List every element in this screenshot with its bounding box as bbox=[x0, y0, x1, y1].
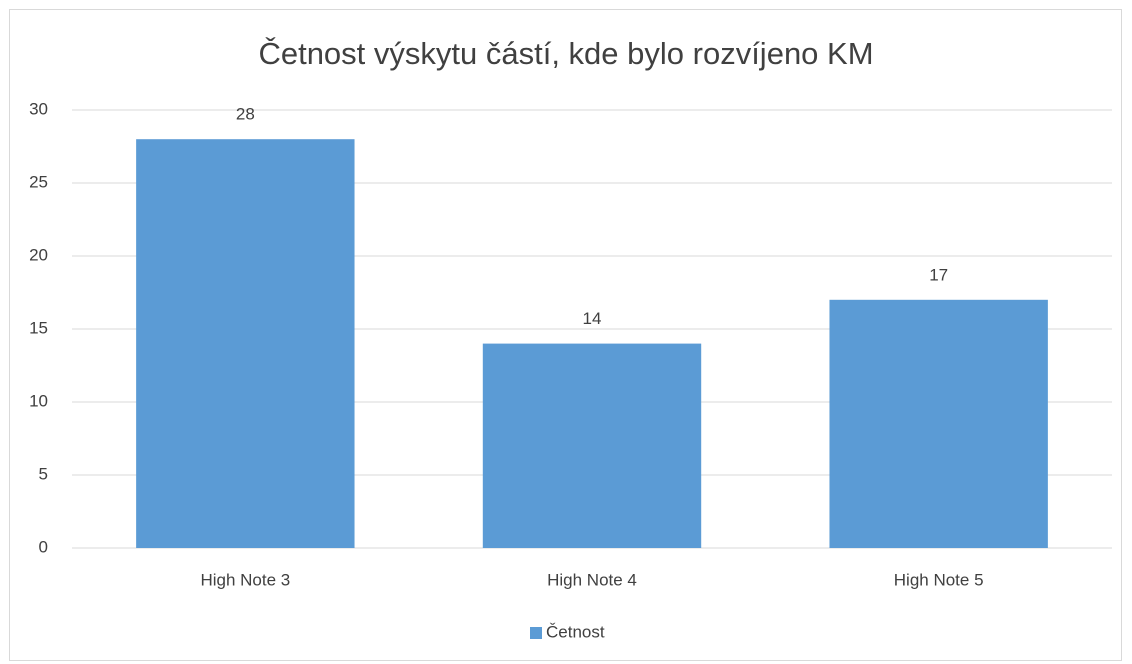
data-label: 28 bbox=[236, 105, 255, 124]
y-tick-label: 15 bbox=[29, 318, 48, 337]
bar bbox=[482, 343, 702, 548]
x-tick-label: High Note 4 bbox=[547, 570, 637, 589]
y-tick-label: 20 bbox=[29, 245, 48, 264]
legend-label: Četnost bbox=[546, 622, 605, 641]
data-label: 17 bbox=[929, 265, 948, 284]
data-label: 14 bbox=[583, 309, 602, 328]
bar bbox=[829, 299, 1048, 548]
x-tick-label: High Note 5 bbox=[894, 570, 984, 589]
x-tick-label: High Note 3 bbox=[200, 570, 290, 589]
bar bbox=[136, 139, 355, 548]
y-tick-label: 0 bbox=[39, 537, 48, 556]
chart-title: Četnost výskytu částí, kde bylo rozvíjen… bbox=[258, 36, 873, 71]
y-tick-label: 30 bbox=[29, 99, 48, 118]
legend-swatch bbox=[530, 627, 542, 639]
y-tick-label: 25 bbox=[29, 172, 48, 191]
y-tick-label: 10 bbox=[29, 391, 48, 410]
y-tick-label: 5 bbox=[39, 464, 48, 483]
